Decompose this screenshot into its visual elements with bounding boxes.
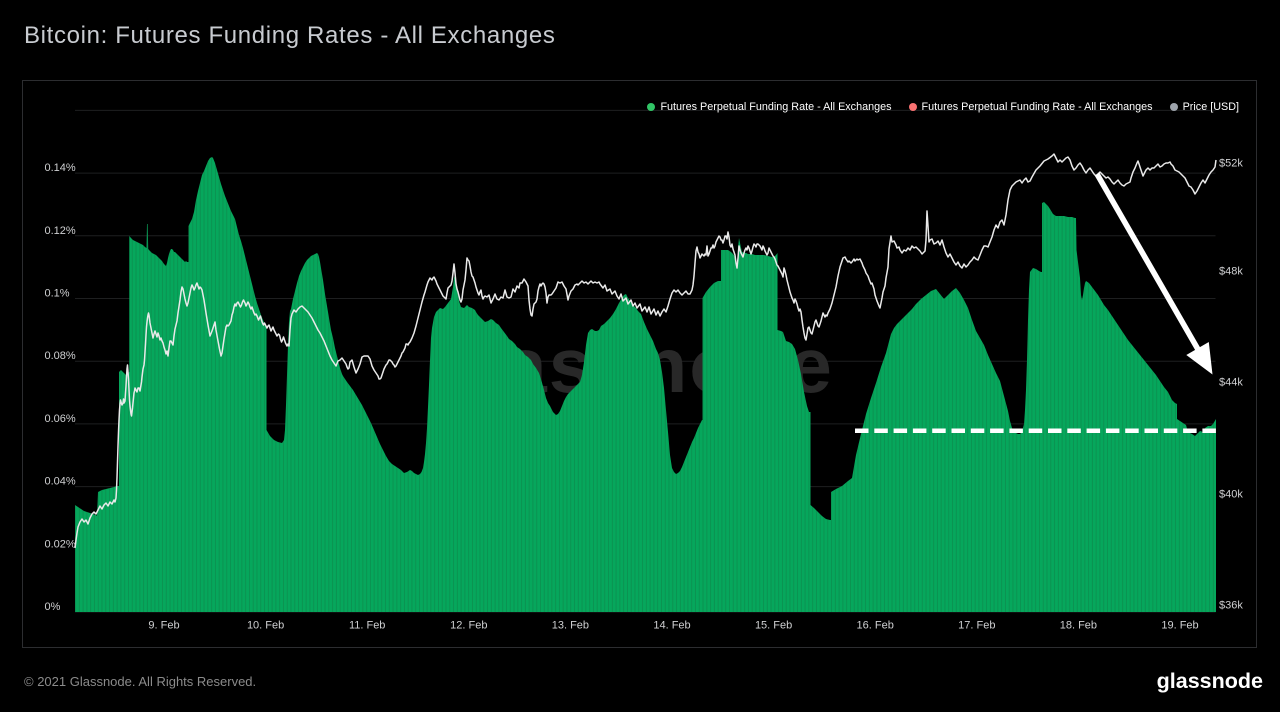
svg-text:17. Feb: 17. Feb xyxy=(958,620,995,632)
svg-text:$44k: $44k xyxy=(1219,377,1243,389)
svg-text:0.1%: 0.1% xyxy=(45,288,70,300)
svg-text:0%: 0% xyxy=(45,601,61,613)
svg-text:19. Feb: 19. Feb xyxy=(1161,620,1198,632)
svg-text:$36k: $36k xyxy=(1219,600,1243,612)
svg-text:$40k: $40k xyxy=(1219,489,1243,501)
svg-text:0.02%: 0.02% xyxy=(45,538,76,550)
svg-text:14. Feb: 14. Feb xyxy=(653,620,690,632)
svg-text:11. Feb: 11. Feb xyxy=(349,620,386,632)
svg-text:13. Feb: 13. Feb xyxy=(552,620,589,632)
svg-text:18. Feb: 18. Feb xyxy=(1060,620,1097,632)
svg-text:$48k: $48k xyxy=(1219,265,1243,277)
svg-text:0.08%: 0.08% xyxy=(45,350,76,362)
svg-text:0.14%: 0.14% xyxy=(45,162,76,174)
svg-text:0.04%: 0.04% xyxy=(45,476,76,488)
svg-text:10. Feb: 10. Feb xyxy=(247,620,284,632)
svg-text:16. Feb: 16. Feb xyxy=(857,620,894,632)
svg-text:0.06%: 0.06% xyxy=(45,413,76,425)
svg-text:0.12%: 0.12% xyxy=(45,225,76,237)
svg-text:9. Feb: 9. Feb xyxy=(148,620,179,632)
svg-text:$52k: $52k xyxy=(1219,158,1243,170)
svg-text:12. Feb: 12. Feb xyxy=(450,620,487,632)
svg-text:15. Feb: 15. Feb xyxy=(755,620,792,632)
